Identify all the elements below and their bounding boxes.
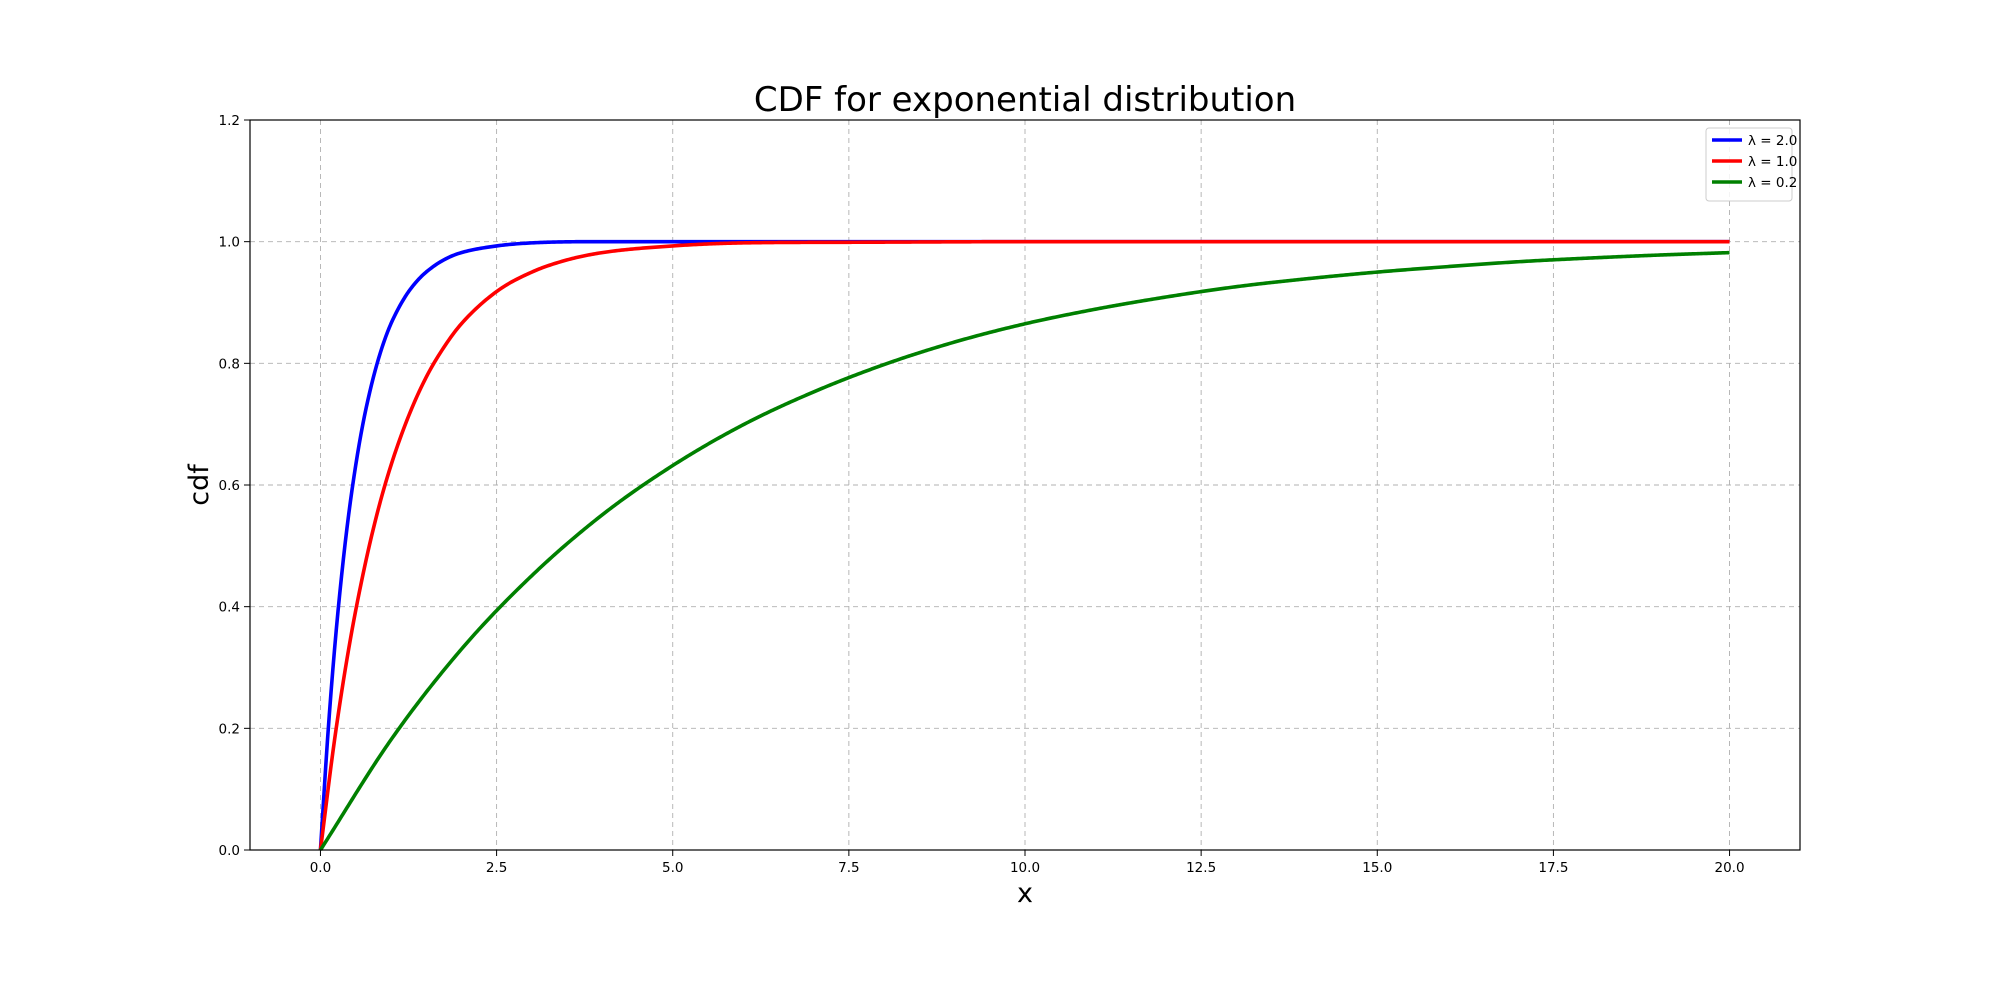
legend-label: λ = 2.0: [1748, 133, 1797, 149]
x-tick-label: 20.0: [1715, 860, 1745, 876]
x-tick-label: 15.0: [1362, 860, 1392, 876]
y-axis-title: cdf: [184, 463, 215, 506]
y-tick-label: 1.2: [219, 113, 240, 129]
x-tick-label: 7.5: [838, 860, 859, 876]
legend-label: λ = 0.2: [1748, 175, 1797, 191]
axis-ticks: 0.0 2.5 5.0 7.5 10.0 12.5 15.0 17.5 20.0 0.0 0.2 0.…: [219, 113, 1745, 876]
y-tick-label: 0.6: [219, 478, 240, 494]
x-tick-label: 10.0: [1010, 860, 1040, 876]
legend-label: λ = 1.0: [1748, 154, 1797, 170]
y-tick-label: 1.0: [219, 235, 240, 251]
x-tick-label: 12.5: [1186, 860, 1216, 876]
y-tick-label: 0.8: [219, 356, 240, 372]
y-tick-label: 0.0: [219, 843, 240, 859]
legend: λ = 2.0 λ = 1.0 λ = 0.2: [1705, 127, 1797, 202]
y-tick-label: 0.2: [219, 721, 240, 737]
x-axis-title: x: [1017, 878, 1033, 909]
series-line-1: [318, 239, 1730, 851]
data-series: [318, 239, 1730, 851]
y-tick-label: 0.4: [219, 600, 240, 616]
x-tick-label: 5.0: [662, 860, 683, 876]
x-tick-label: 0.0: [310, 860, 331, 876]
chart-title: CDF for exponential distribution: [754, 80, 1296, 120]
series-line-2: [318, 250, 1730, 851]
x-tick-label: 17.5: [1538, 860, 1568, 876]
x-tick-label: 2.5: [486, 860, 507, 876]
